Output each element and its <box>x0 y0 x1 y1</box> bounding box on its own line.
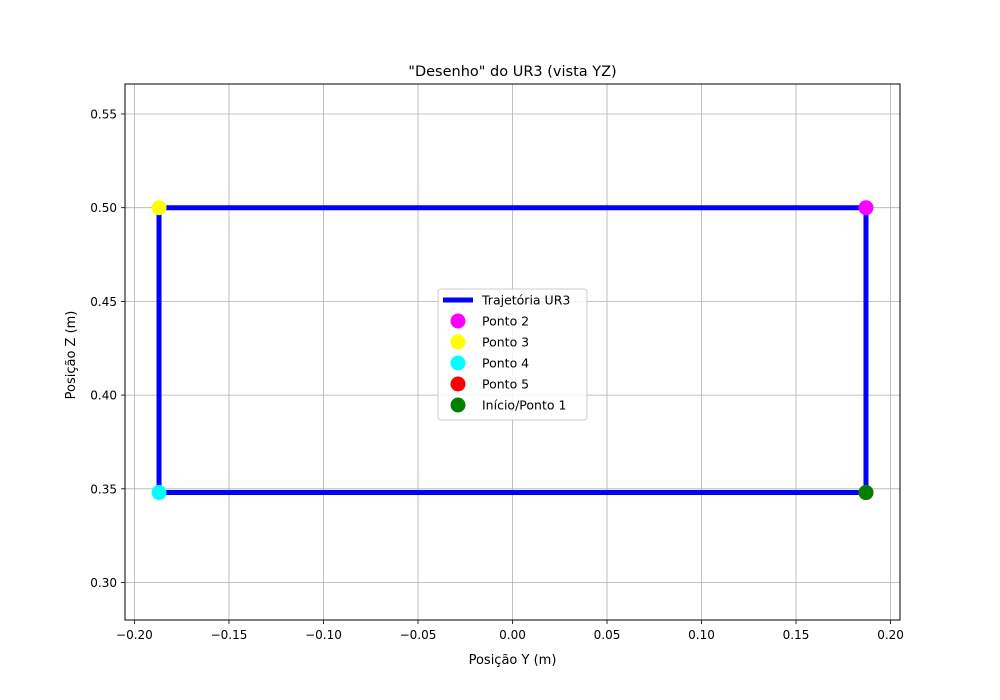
y-tick-label: 0.30 <box>90 576 117 590</box>
point-marker-5 <box>858 485 874 501</box>
legend-marker-swatch <box>450 355 466 371</box>
x-tick-label: 0.05 <box>594 628 621 642</box>
y-axis-label: Posição Z (m) <box>64 311 79 400</box>
legend-marker-swatch <box>450 313 466 329</box>
x-tick-label: 0.10 <box>688 628 715 642</box>
y-tick-label: 0.50 <box>90 201 117 215</box>
legend-entry: Ponto 4 <box>450 355 529 371</box>
x-axis-ticks: −0.20 −0.15 −0.10 −0.05 0.00 0.05 0.10 0.15 0.20 <box>116 620 904 642</box>
legend: Trajetória UR3 Ponto 2 Ponto 3 Ponto 4 Ponto… <box>437 288 588 421</box>
point-marker-1 <box>858 200 874 216</box>
legend-label: Ponto 2 <box>482 314 529 329</box>
legend-label: Trajetória UR3 <box>481 293 570 308</box>
legend-label: Início/Ponto 1 <box>482 398 566 413</box>
point-marker-2 <box>151 200 167 216</box>
legend-label: Ponto 5 <box>482 377 529 392</box>
x-tick-label: 0.15 <box>783 628 810 642</box>
x-tick-label: −0.10 <box>305 628 342 642</box>
legend-box <box>437 288 588 421</box>
legend-marker-swatch <box>450 334 466 350</box>
legend-entry: Ponto 2 <box>450 313 529 329</box>
y-tick-label: 0.45 <box>90 295 117 309</box>
legend-entry: Ponto 5 <box>450 376 529 392</box>
y-tick-label: 0.40 <box>90 389 117 403</box>
legend-marker-swatch <box>450 397 466 413</box>
y-axis-ticks: 0.30 0.35 0.40 0.45 0.50 0.55 <box>90 107 125 590</box>
x-tick-label: 0.00 <box>499 628 526 642</box>
plot-data <box>151 200 874 501</box>
point-marker-3 <box>151 485 167 501</box>
y-tick-label: 0.35 <box>90 482 117 496</box>
x-axis-label: Posição Y (m) <box>469 653 557 668</box>
x-tick-label: −0.05 <box>400 628 437 642</box>
legend-entry: Início/Ponto 1 <box>450 397 566 413</box>
legend-label: Ponto 4 <box>482 356 529 371</box>
legend-label: Ponto 3 <box>482 335 529 350</box>
x-tick-label: −0.15 <box>211 628 248 642</box>
x-tick-label: 0.20 <box>877 628 904 642</box>
x-tick-label: −0.20 <box>116 628 153 642</box>
legend-entry: Ponto 3 <box>450 334 529 350</box>
legend-marker-swatch <box>450 376 466 392</box>
chart-title: "Desenho" do UR3 (vista YZ) <box>408 64 616 80</box>
y-tick-label: 0.55 <box>90 107 117 121</box>
legend-entry: Trajetória UR3 <box>443 293 570 308</box>
